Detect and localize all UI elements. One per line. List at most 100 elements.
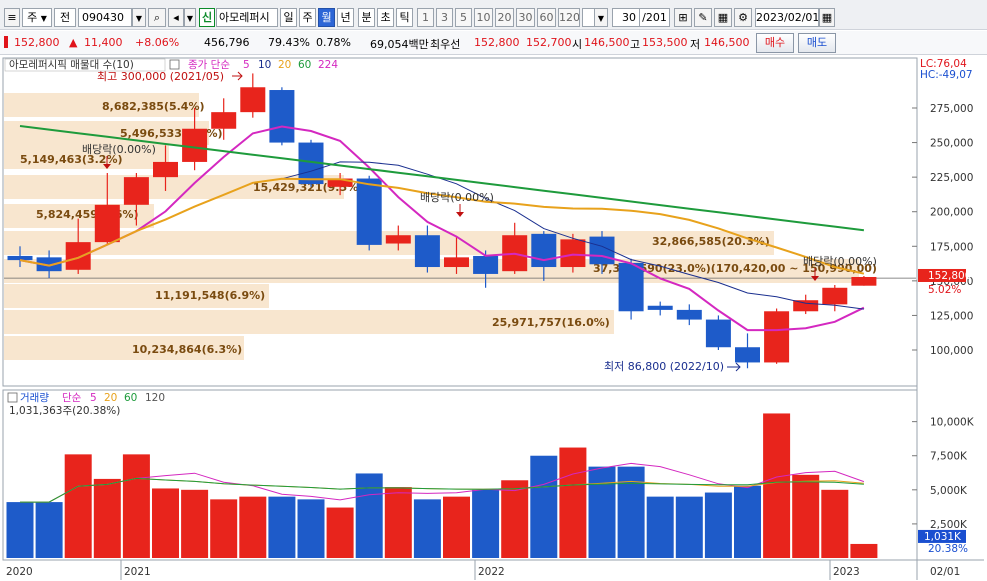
sell-button[interactable]: 매도 (798, 33, 836, 53)
volume-bar (704, 492, 732, 558)
interval-30-button[interactable]: 30 (516, 8, 535, 27)
volume-bar (122, 454, 150, 558)
interval-minute-button[interactable]: 분 (358, 8, 375, 27)
candle-body (705, 319, 731, 348)
bar-count-input[interactable]: 30 (612, 8, 640, 27)
chart-type-icon[interactable]: ▦ (714, 8, 732, 27)
price-change-pct: +8.06% (135, 36, 180, 49)
y-tick-label: 125,000 (930, 310, 973, 322)
candles (7, 73, 877, 369)
volume-ratio: 79.43% (268, 36, 310, 49)
profile-label: 8,682,385(5.4%) (102, 100, 205, 113)
interval-1-button[interactable]: 1 (417, 8, 434, 27)
interval-60-button[interactable]: 60 (537, 8, 556, 27)
volume-bar (93, 478, 121, 558)
volume-y-tick-label: 7,500K (930, 451, 968, 463)
candle-body (123, 177, 149, 205)
ma-settings-icon[interactable] (169, 59, 180, 70)
custom-interval-dropdown-icon[interactable]: ▼ (594, 8, 608, 27)
high-annotation: 최고 300,000 (2021/05) (97, 70, 224, 83)
period-day-button[interactable]: 일 (280, 8, 297, 27)
chart-area[interactable]: 8,682,385(5.4%) 5,496,533(5.0%) 5,149,463(… (0, 56, 987, 581)
interval-second-button[interactable]: 초 (377, 8, 394, 27)
candle-body (444, 257, 469, 268)
candle-body (735, 347, 760, 363)
up-triangle-icon: ▲ (69, 36, 78, 49)
ma5-line (19, 125, 865, 332)
chart-grid-icon[interactable]: ⊞ (674, 8, 692, 27)
volume-bar (210, 499, 238, 558)
ma20-label: 20 (278, 59, 291, 71)
buy-button[interactable]: 매수 (756, 33, 794, 53)
current-volume-tag-text: 1,031K (924, 531, 962, 543)
dividend-arrow-icon (811, 276, 819, 281)
calendar-icon[interactable]: ▦ (819, 8, 835, 27)
volume-bar (35, 502, 63, 558)
volume-bar (152, 488, 179, 558)
mode-select[interactable]: 주 ▼ (22, 8, 52, 27)
period-month-button[interactable]: 월 (318, 8, 335, 27)
y-tick-label: 100,000 (930, 345, 973, 357)
interval-3-button[interactable]: 3 (436, 8, 453, 27)
candle-body (385, 235, 411, 244)
candle-body (560, 239, 586, 268)
candle-body (36, 257, 62, 272)
price-panel-title: 아모레퍼시픽 매물대 수(10) (9, 59, 134, 71)
interval-5-button[interactable]: 5 (455, 8, 472, 27)
y-tick-label: 250,000 (930, 138, 973, 150)
candle-body (793, 300, 819, 312)
period-week-button[interactable]: 주 (299, 8, 316, 27)
search-icon[interactable]: ⌕ (148, 8, 166, 27)
candle-body (764, 311, 790, 363)
dividend-annotation: 배당락(0.00%) (803, 255, 877, 268)
candle-body (269, 90, 295, 143)
ma60-line (19, 125, 865, 232)
ma10-label: 10 (258, 59, 271, 71)
volume-title: 거래량 (20, 392, 49, 404)
candle-body (647, 305, 673, 310)
y-tick-label: 225,000 (930, 172, 973, 184)
trade-volume: 456,796 (204, 36, 250, 49)
candle-body (7, 255, 33, 261)
interval-tick-button[interactable]: 틱 (396, 8, 413, 27)
high-arrow-icon (232, 71, 243, 81)
profile-label: 10,234,864(6.3%) (132, 343, 242, 356)
volume-bar (472, 489, 500, 558)
gear-icon[interactable]: ⚙ (734, 8, 752, 27)
ma5-label: 5 (243, 59, 250, 71)
interval-20-button[interactable]: 20 (495, 8, 514, 27)
mode2-select[interactable]: 전 (54, 8, 76, 27)
candle-body (676, 309, 702, 320)
profile-band (4, 121, 209, 145)
sound-dropdown-icon[interactable]: ▼ (184, 8, 196, 27)
candle-body (153, 161, 178, 178)
last-volume-label: 1,031,363주(20.38%) (9, 405, 120, 417)
annotations: 152,800 5.02% 최고 300,000 (2021/05) 최저 86,80… (82, 70, 971, 373)
new-indicator[interactable]: 신 (199, 8, 215, 27)
interval-120-button[interactable]: 120 (558, 8, 580, 27)
low-label: 저 (690, 38, 701, 51)
bar-total-label: /201 (640, 8, 670, 27)
profile-band (4, 310, 614, 334)
menu-lines-icon[interactable]: ≡ (4, 8, 20, 27)
volume-settings-icon[interactable] (7, 392, 18, 403)
volume-y-tick-label: 10,000K (930, 417, 975, 429)
stock-code-input[interactable]: 090430 (78, 8, 132, 27)
volume-bar (413, 499, 441, 558)
date-input[interactable]: 2023/02/01 (755, 8, 819, 27)
volume-bar (675, 496, 703, 558)
volume-bar (297, 499, 325, 558)
lc-label: LC:76,04 (920, 58, 967, 70)
code-dropdown-icon[interactable]: ▼ (132, 8, 146, 27)
draw-tool-icon[interactable]: ✎ (694, 8, 712, 27)
interval-10-button[interactable]: 10 (474, 8, 493, 27)
candle-body (327, 178, 353, 187)
toolbar: ≡ 주 ▼ 전 090430 ▼ ⌕ ◂ ▼ 신 아모레퍼시 일 주 월 년 분… (0, 0, 987, 30)
period-year-button[interactable]: 년 (337, 8, 354, 27)
volume-bar (326, 507, 354, 558)
sound-icon[interactable]: ◂ (168, 8, 184, 27)
profile-label: 5,824,459(3.6%) (36, 208, 139, 221)
y-tick-label: 175,000 (930, 241, 973, 253)
